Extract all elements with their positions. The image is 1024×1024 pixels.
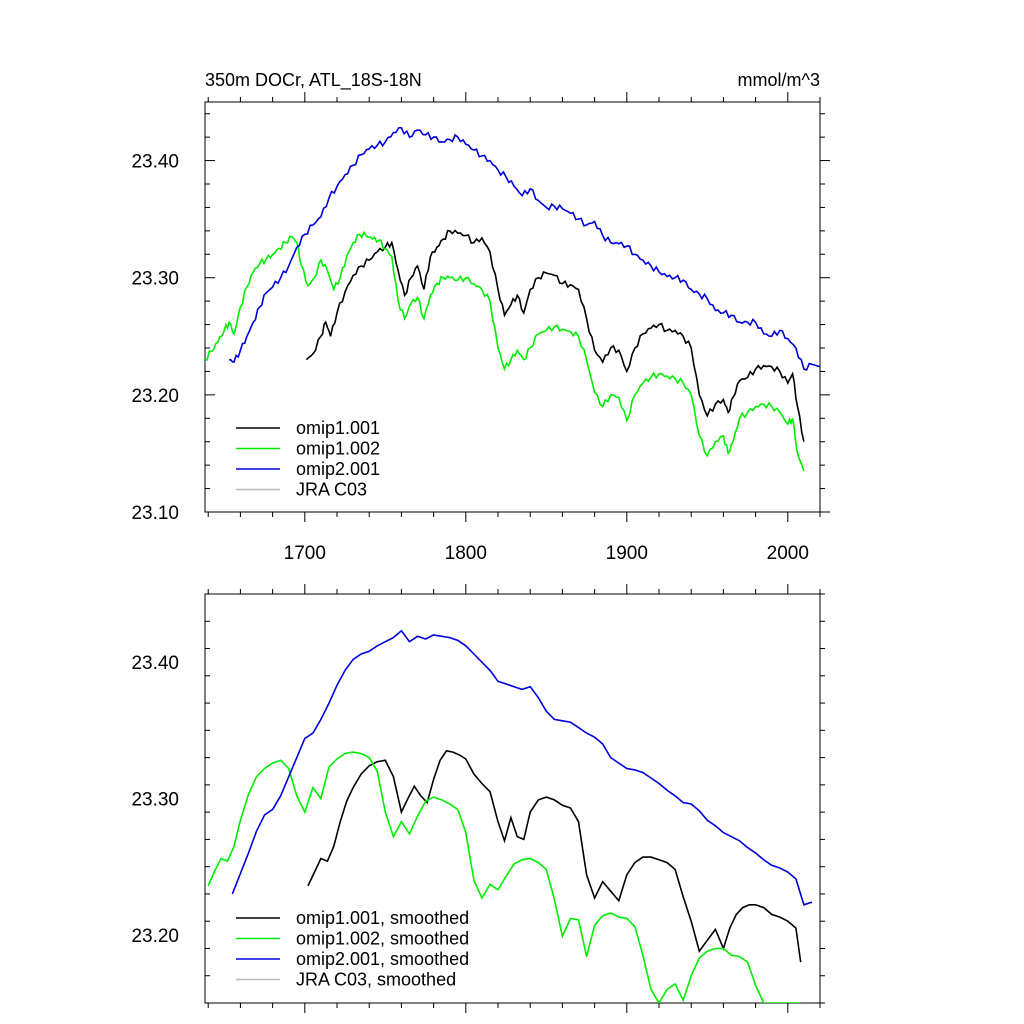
series-line-omip1_002 [207,751,801,1003]
series-line-omip1_001 [307,749,802,963]
plot-frame [204,593,821,1004]
x-tick-label: 1900 [606,543,648,564]
y-tick-label: 23.30 [131,269,179,290]
legend-label-omip2_001: omip2.001 [296,459,380,479]
x-tick-label: 2000 [767,543,809,564]
x-tick-label: 1800 [445,543,487,564]
legend-label-omip2_001: omip2.001, smoothed [296,949,469,969]
legend-label-jra_c03: JRA C03 [296,480,367,500]
chart-title: 350m DOCr, ATL_18S-18N [205,70,422,91]
y-tick-label: 23.20 [131,386,179,407]
series-line-omip2_001 [231,629,813,906]
y-tick-label: 23.40 [131,653,179,674]
bottom-panel: 23.20 23.30 23.40 omip1.001, smoothedomip1.… [131,584,825,1013]
series-line-omip1_001 [305,229,805,442]
x-tick-label: 1700 [284,543,326,564]
plot-frame [204,101,821,513]
y-tick-label: 23.40 [131,152,179,173]
y-tick-label: 23.10 [131,503,179,524]
legend-label-jra_c03: JRA C03, smoothed [296,970,456,990]
units-label: mmol/m^3 [738,70,820,90]
legend-label-omip1_001: omip1.001, smoothed [296,908,469,928]
top-panel: 1700 1800 1900 2000 23.10 23.20 23.30 23.40 omip… [131,92,830,564]
series-line-omip1_002 [205,230,805,472]
y-tick-label: 23.30 [131,790,179,811]
legend-label-omip1_002: omip1.002, smoothed [296,929,469,949]
legend-label-omip1_001: omip1.001 [296,418,380,438]
legend-label-omip1_002: omip1.002 [296,439,380,459]
y-tick-label: 23.20 [131,926,179,947]
series-line-omip2_001 [229,127,820,371]
